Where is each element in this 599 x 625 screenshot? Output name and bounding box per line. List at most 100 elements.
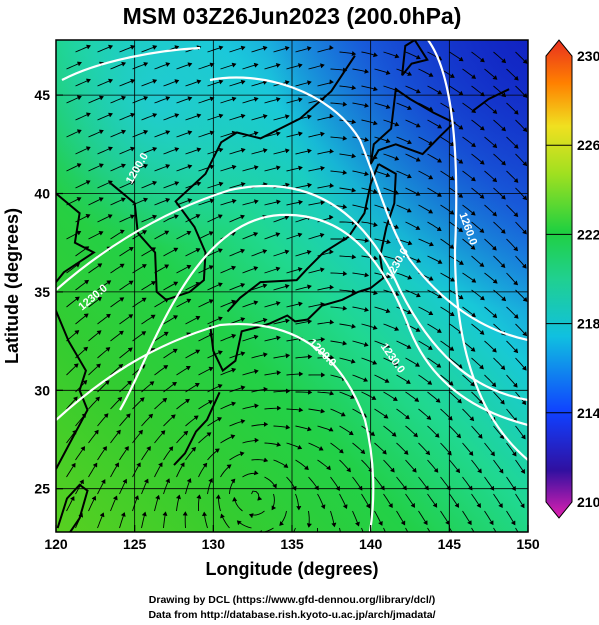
streamline-arrow: [95, 396, 100, 402]
streamline: [515, 527, 519, 532]
streamline-arrow: [492, 109, 498, 114]
streamline-arrow: [373, 120, 378, 126]
streamline-arrow: [511, 520, 516, 526]
streamline-arrow: [307, 284, 312, 290]
streamline-arrow: [434, 433, 440, 438]
streamline-arrow: [263, 457, 269, 463]
streamline-arrow: [144, 478, 149, 484]
streamline-arrow: [364, 238, 370, 243]
streamline-arrow: [240, 79, 246, 85]
streamline-arrow: [329, 113, 334, 119]
contour-line: [209, 76, 528, 342]
streamline-arrow: [218, 214, 223, 219]
streamline-arrow: [231, 164, 237, 170]
streamline-arrow: [373, 52, 378, 58]
streamline-arrow: [372, 360, 378, 365]
streamline-arrow: [85, 214, 91, 219]
streamline: [427, 527, 431, 532]
streamline-arrow: [98, 231, 104, 236]
streamline-arrow: [315, 540, 319, 544]
streamline-arrow: [236, 520, 242, 525]
streamline-arrow: [71, 462, 76, 468]
streamline-arrow: [143, 62, 149, 67]
streamline-arrow: [275, 301, 281, 306]
x-tick-label: 125: [123, 536, 147, 552]
streamline-arrow: [128, 280, 134, 285]
streamline-arrow: [329, 319, 335, 325]
streamline-arrow: [76, 230, 82, 236]
streamline-arrow: [436, 363, 442, 368]
streamline-arrow: [407, 275, 413, 280]
streamline-arrow: [393, 361, 399, 366]
streamline-arrow: [297, 267, 303, 272]
streamline-arrow: [458, 57, 464, 62]
streamline-arrow: [180, 462, 185, 467]
streamline-arrow: [183, 430, 189, 436]
streamline-arrow: [262, 283, 268, 289]
streamline-arrow: [522, 365, 527, 371]
streamline-arrow: [340, 412, 346, 417]
streamline-arrow: [351, 153, 357, 159]
streamline-arrow: [187, 164, 193, 169]
streamline-arrow: [320, 131, 325, 137]
x-axis-label: Longitude (degrees): [205, 559, 378, 579]
streamline-arrow: [329, 45, 334, 51]
map-title: MSM 03Z26Jun2023 (200.0hPa): [123, 3, 462, 29]
streamline-arrow: [320, 200, 326, 206]
streamline-arrow: [331, 522, 337, 528]
streamline-arrow: [174, 113, 180, 118]
coastlines: [56, 40, 510, 532]
streamline-arrow: [285, 148, 290, 154]
streamline-arrow: [158, 462, 163, 467]
streamline-arrow: [318, 446, 324, 451]
streamline-arrow: [307, 389, 313, 395]
streamline-arrow: [479, 194, 485, 199]
streamline-arrow: [459, 260, 464, 265]
streamline-arrow: [366, 503, 371, 509]
streamline-arrow: [514, 76, 519, 81]
streamline-arrow: [449, 346, 455, 351]
streamline-arrow: [77, 95, 82, 100]
streamline-arrow: [432, 503, 438, 508]
streamline-arrow: [271, 505, 276, 511]
streamline-arrow: [320, 408, 326, 414]
streamline-arrow: [373, 222, 378, 228]
streamline-arrow: [501, 160, 506, 166]
streamline-arrow: [120, 229, 125, 234]
streamline-arrow: [262, 114, 268, 119]
streamline-arrow: [174, 214, 179, 219]
streamline-arrow: [231, 96, 237, 102]
streamline-arrow: [285, 353, 291, 359]
streamline-arrow: [121, 95, 127, 101]
x-tick-label: 130: [202, 536, 226, 552]
streamline-arrow: [275, 63, 281, 68]
streamline-arrow: [498, 503, 503, 509]
streamline-arrow: [297, 232, 303, 238]
streamline-arrow: [152, 113, 158, 118]
streamline-arrow: [490, 451, 495, 457]
streamline-arrow: [240, 283, 246, 288]
streamline-arrow: [390, 467, 395, 473]
streamline-arrow: [215, 494, 221, 499]
streamline-arrow: [307, 114, 312, 120]
streamline-arrow: [126, 413, 131, 418]
streamline-arrow: [298, 131, 303, 137]
y-axis-label: Latitude (degrees): [2, 208, 22, 364]
streamline-arrow: [160, 430, 166, 435]
streamline-arrow: [208, 366, 214, 372]
streamline-arrow: [394, 224, 399, 229]
streamline-arrow: [522, 59, 528, 64]
streamline-arrow: [319, 233, 325, 238]
streamline-arrow: [514, 314, 519, 319]
streamline-arrow: [130, 180, 135, 186]
streamline-arrow: [428, 175, 434, 180]
streamline-arrow: [296, 505, 302, 511]
streamline-arrow: [320, 63, 325, 69]
streamline-arrow: [364, 69, 369, 74]
streamline-arrow: [186, 264, 192, 270]
streamline-arrow: [240, 351, 246, 356]
streamline-arrow: [492, 177, 498, 183]
gridlines: [56, 40, 528, 532]
streamline-arrow: [351, 254, 357, 260]
